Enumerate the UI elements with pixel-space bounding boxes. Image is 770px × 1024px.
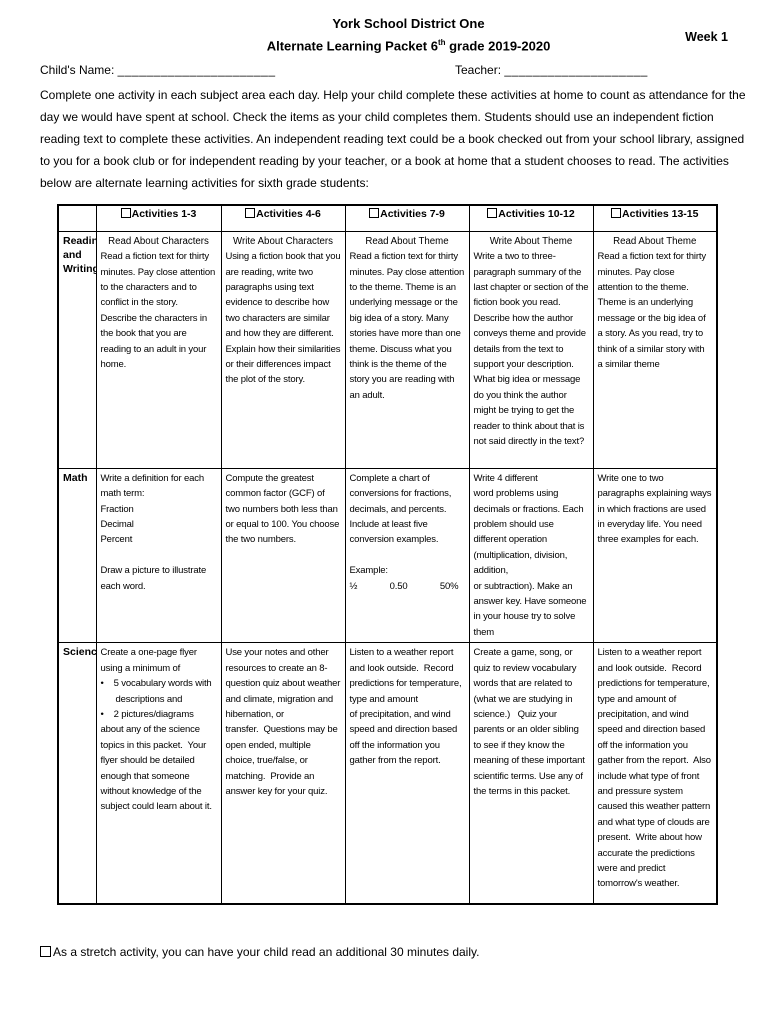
stretch-activity-text: As a stretch activity, you can have your… [53, 944, 480, 959]
child-name-field: Child's Name: ______________________ [40, 63, 276, 77]
col-header-label: Activities 4-6 [256, 208, 321, 221]
activity-title: Write About Theme [489, 235, 573, 247]
reading-cell-2: Write About Characters Using a fiction b… [220, 230, 346, 469]
science-cell-5: Listen to a weather report and look outs… [592, 642, 718, 905]
reading-cell-5: Read About Theme Read a fiction text for… [592, 230, 718, 469]
document-title-line2: Alternate Learning Packet 6th grade 2019… [56, 33, 761, 55]
reading-cell-1: Read About Characters Read a fiction tex… [95, 230, 222, 469]
science-cell-4: Create a game, song, or quiz to review v… [468, 642, 594, 905]
activity-title: Read About Theme [613, 235, 697, 247]
reading-writing-row: Reading and Writing Read About Character… [57, 230, 718, 469]
col-header-activities-4-6: Activities 4-6 [220, 204, 346, 232]
corner-cell [57, 204, 97, 232]
math-cell-4: Write 4 different word problems using de… [468, 467, 594, 644]
activity-title: Read About Theme [365, 235, 449, 247]
checkbox-icon[interactable] [487, 208, 498, 219]
checkbox-icon[interactable] [40, 945, 51, 957]
activity-body: Complete a chart of conversions for frac… [349, 472, 459, 592]
activity-body: Use your notes and other resources to cr… [225, 647, 341, 797]
activity-body: Listen to a weather report and look outs… [597, 647, 714, 890]
math-cell-2: Compute the greatest common factor (GCF)… [220, 467, 346, 644]
activity-title: Read About Characters [108, 235, 209, 247]
teacher-blank-line[interactable]: ____________________ [504, 63, 648, 78]
checkbox-icon[interactable] [369, 208, 380, 219]
activity-body: Write one to two paragraphs explaining w… [597, 472, 714, 546]
stretch-activity-note: As a stretch activity, you can have your… [40, 945, 745, 959]
teacher-field: Teacher: ____________________ [455, 63, 648, 77]
checkbox-icon[interactable] [120, 208, 131, 219]
science-cell-1: Create a one-page flyer using a minimum … [95, 642, 222, 905]
reading-cell-3: Read About Theme Read a fiction text for… [344, 230, 470, 469]
science-cell-2: Use your notes and other resources to cr… [220, 642, 346, 905]
activities-table: Activities 1-3 Activities 4-6 Activities… [57, 204, 718, 905]
name-teacher-row: Child's Name: ______________________ Tea… [40, 61, 745, 83]
math-row: Math Write a definition for each math te… [57, 467, 718, 644]
instructions-paragraph: Complete one activity in each subject ar… [40, 88, 746, 190]
title-grade-superscript: th [437, 38, 446, 47]
math-cell-3: Complete a chart of conversions for frac… [344, 467, 470, 644]
child-name-blank-line[interactable]: ______________________ [117, 63, 276, 78]
title-line2-prefix: Alternate Learning Packet 6 [266, 38, 438, 54]
activity-body: Write 4 different word problems using de… [473, 472, 587, 638]
week-label: Week 1 [685, 30, 728, 44]
document-title-line1: York School District One [332, 16, 485, 31]
reading-cell-4: Write About Theme Write a two to three-p… [468, 230, 594, 469]
science-row: Science Create a one-page flyer using a … [57, 642, 718, 905]
col-header-activities-1-3: Activities 1-3 [95, 204, 222, 232]
math-cell-5: Write one to two paragraphs explaining w… [592, 467, 718, 644]
document-header: York School District One Alternate Learn… [56, 14, 761, 55]
col-header-activities-13-15: Activities 13-15 [592, 204, 718, 232]
activity-body: Write a two to three-paragraph summary o… [473, 251, 591, 448]
activity-title: Write About Characters [233, 235, 333, 247]
activity-body: Using a fiction book that you are readin… [225, 251, 343, 386]
child-name-label: Child's Name: [40, 63, 115, 78]
activity-body: Listen to a weather report and look outs… [349, 647, 462, 767]
activity-body: Compute the greatest common factor (GCF)… [225, 472, 342, 546]
subject-label-math: Math [57, 467, 97, 644]
activity-body: Read a fiction text for thirty minutes. … [597, 251, 709, 371]
col-header-label: Activities 13-15 [622, 208, 699, 221]
activity-body: Read a fiction text for thirty minutes. … [349, 251, 467, 401]
title-line2-suffix: grade 2019-2020 [445, 38, 551, 54]
science-cell-3: Listen to a weather report and look outs… [344, 642, 470, 905]
teacher-label: Teacher: [455, 63, 502, 78]
activity-body: Write a definition for each math term: F… [100, 472, 207, 592]
checkbox-icon[interactable] [611, 208, 622, 219]
checkbox-icon[interactable] [245, 208, 256, 219]
math-cell-1: Write a definition for each math term: F… [95, 467, 222, 644]
col-header-label: Activities 7-9 [380, 208, 445, 221]
activity-body: Read a fiction text for thirty minutes. … [100, 251, 218, 371]
activity-body: Create a game, song, or quiz to review v… [473, 647, 588, 797]
col-header-activities-7-9: Activities 7-9 [344, 204, 470, 232]
table-header-row: Activities 1-3 Activities 4-6 Activities… [57, 204, 718, 232]
subject-label-reading-writing: Reading and Writing [57, 230, 97, 469]
col-header-label: Activities 1-3 [131, 208, 197, 221]
col-header-activities-10-12: Activities 10-12 [468, 204, 594, 232]
col-header-label: Activities 10-12 [498, 208, 575, 221]
subject-label-science: Science [57, 642, 97, 905]
activity-body: Create a one-page flyer using a minimum … [100, 647, 212, 813]
